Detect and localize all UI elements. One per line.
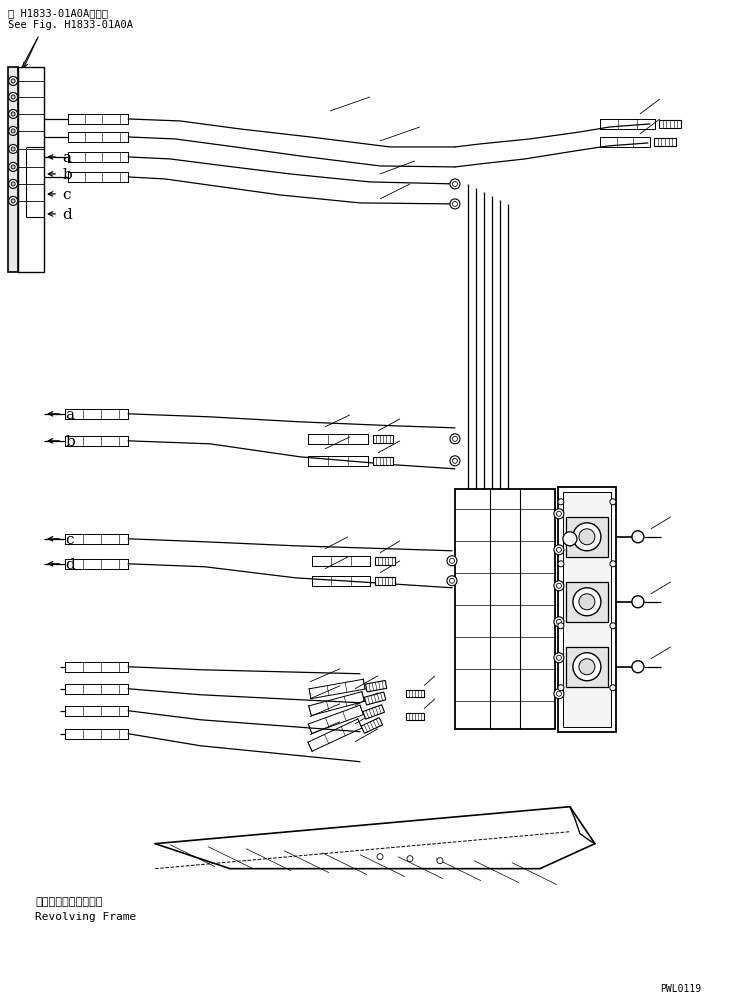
Polygon shape: [366, 681, 387, 692]
Circle shape: [11, 183, 15, 187]
Text: c: c: [65, 532, 74, 547]
Polygon shape: [406, 714, 424, 721]
Circle shape: [452, 437, 458, 442]
Circle shape: [610, 685, 616, 691]
Polygon shape: [659, 120, 681, 129]
Text: See Fig. H1833-01A0A: See Fig. H1833-01A0A: [8, 20, 133, 30]
Bar: [8, 68, 18, 272]
Circle shape: [9, 180, 18, 189]
Circle shape: [450, 200, 460, 210]
Circle shape: [452, 202, 458, 207]
Circle shape: [558, 562, 564, 568]
Text: a: a: [62, 151, 71, 165]
Circle shape: [610, 623, 616, 629]
Text: d: d: [62, 208, 72, 222]
Circle shape: [556, 692, 561, 697]
Circle shape: [556, 619, 561, 624]
Polygon shape: [361, 718, 382, 734]
Circle shape: [9, 145, 18, 154]
Circle shape: [558, 623, 564, 629]
Polygon shape: [365, 693, 386, 705]
Bar: [455, 489, 555, 729]
Circle shape: [573, 588, 601, 616]
Text: Revolving Frame: Revolving Frame: [35, 911, 137, 920]
Circle shape: [437, 858, 443, 864]
Circle shape: [450, 180, 460, 190]
Circle shape: [558, 499, 564, 505]
Circle shape: [11, 95, 15, 99]
Circle shape: [9, 78, 18, 86]
Circle shape: [9, 163, 18, 172]
Circle shape: [573, 653, 601, 681]
Text: レボルビングフレーム: レボルビングフレーム: [35, 896, 102, 906]
Circle shape: [558, 685, 564, 691]
Bar: [566, 517, 608, 558]
Circle shape: [407, 856, 413, 862]
Circle shape: [563, 532, 577, 547]
Circle shape: [450, 456, 460, 466]
Circle shape: [11, 166, 15, 170]
Circle shape: [579, 594, 595, 610]
Circle shape: [556, 512, 561, 517]
Circle shape: [556, 583, 561, 588]
Circle shape: [450, 579, 455, 583]
Polygon shape: [373, 457, 393, 465]
Circle shape: [632, 596, 644, 608]
Polygon shape: [406, 691, 424, 698]
Polygon shape: [363, 705, 385, 720]
Circle shape: [579, 529, 595, 546]
Circle shape: [11, 148, 15, 152]
Circle shape: [377, 854, 383, 860]
Bar: [18, 68, 44, 272]
Bar: [558, 487, 616, 732]
Bar: [566, 582, 608, 622]
Text: b: b: [65, 434, 75, 448]
Polygon shape: [654, 138, 676, 147]
Text: c: c: [62, 188, 71, 202]
Circle shape: [11, 80, 15, 83]
Circle shape: [9, 127, 18, 136]
Circle shape: [573, 523, 601, 552]
Circle shape: [452, 182, 458, 187]
Polygon shape: [375, 558, 395, 566]
Circle shape: [450, 559, 455, 564]
Circle shape: [556, 656, 561, 661]
Circle shape: [554, 617, 564, 627]
Circle shape: [452, 459, 458, 464]
Circle shape: [11, 113, 15, 117]
Circle shape: [554, 689, 564, 699]
Circle shape: [11, 130, 15, 134]
Circle shape: [554, 509, 564, 519]
Circle shape: [556, 548, 561, 553]
Circle shape: [554, 581, 564, 591]
Circle shape: [447, 557, 457, 567]
Circle shape: [447, 577, 457, 586]
Circle shape: [579, 659, 595, 675]
Circle shape: [632, 531, 644, 544]
Polygon shape: [373, 435, 393, 443]
Text: PWL0119: PWL0119: [660, 983, 701, 993]
Circle shape: [610, 499, 616, 505]
Text: 第 H1833-01A0A図参照: 第 H1833-01A0A図参照: [8, 8, 108, 18]
Circle shape: [450, 434, 460, 444]
Circle shape: [610, 562, 616, 568]
Bar: [563, 492, 611, 727]
Circle shape: [9, 93, 18, 102]
Circle shape: [9, 197, 18, 206]
Text: a: a: [65, 408, 74, 421]
Text: d: d: [65, 558, 75, 572]
Circle shape: [554, 653, 564, 663]
Circle shape: [9, 110, 18, 119]
Circle shape: [11, 200, 15, 204]
Circle shape: [632, 661, 644, 673]
Circle shape: [554, 546, 564, 556]
Text: b: b: [62, 168, 72, 182]
Bar: [566, 647, 608, 687]
Polygon shape: [375, 578, 395, 585]
